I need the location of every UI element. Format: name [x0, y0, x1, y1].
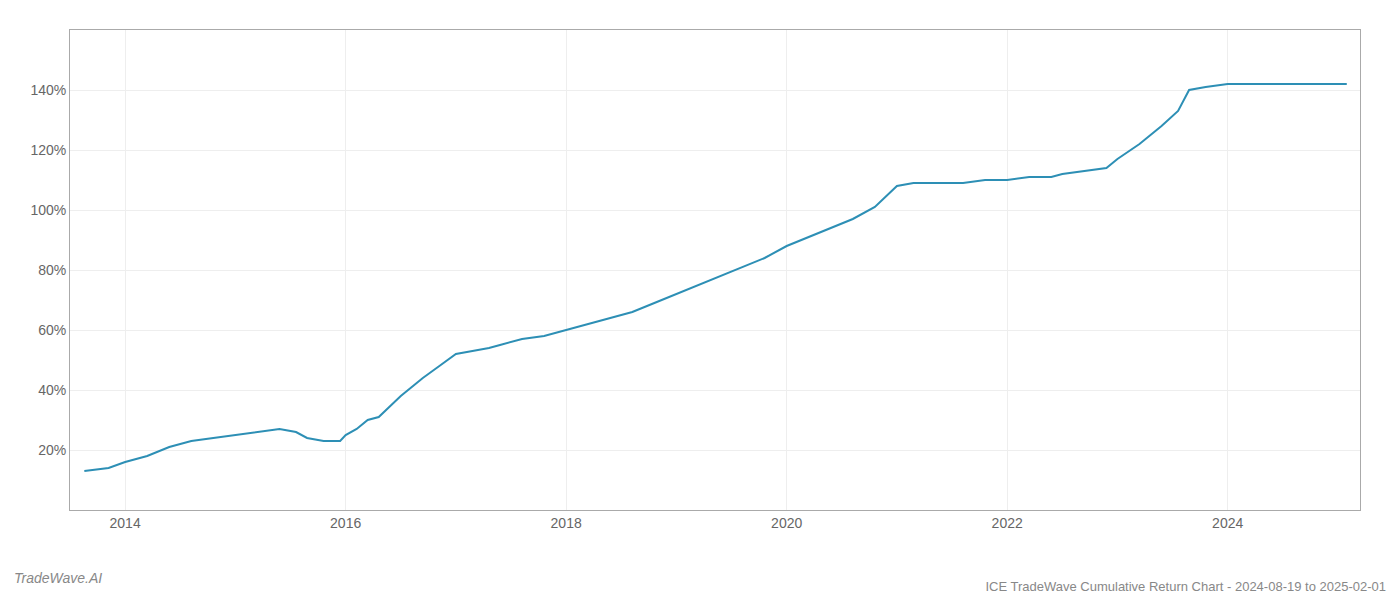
svg-text:2014: 2014: [110, 515, 141, 531]
svg-text:2022: 2022: [992, 515, 1023, 531]
svg-text:120%: 120%: [30, 142, 66, 158]
svg-text:2018: 2018: [551, 515, 582, 531]
svg-text:ICE TradeWave Cumulative Retur: ICE TradeWave Cumulative Return Chart - …: [985, 579, 1386, 594]
svg-text:2024: 2024: [1212, 515, 1243, 531]
svg-text:140%: 140%: [30, 82, 66, 98]
svg-text:TradeWave.AI: TradeWave.AI: [14, 570, 102, 586]
svg-text:20%: 20%: [38, 442, 66, 458]
svg-text:2020: 2020: [771, 515, 802, 531]
svg-text:100%: 100%: [30, 202, 66, 218]
svg-text:40%: 40%: [38, 382, 66, 398]
svg-text:2016: 2016: [330, 515, 361, 531]
svg-text:60%: 60%: [38, 322, 66, 338]
svg-text:80%: 80%: [38, 262, 66, 278]
